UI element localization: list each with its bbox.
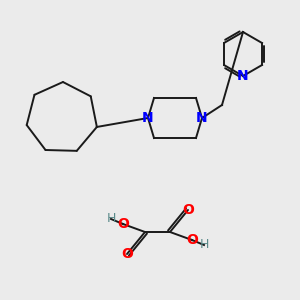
Text: H: H xyxy=(199,238,209,251)
Text: N: N xyxy=(142,111,154,125)
Text: O: O xyxy=(186,233,198,247)
Text: O: O xyxy=(121,247,133,261)
Text: N: N xyxy=(237,69,249,83)
Text: O: O xyxy=(182,203,194,217)
Text: N: N xyxy=(196,111,208,125)
Text: O: O xyxy=(117,217,129,231)
Text: H: H xyxy=(106,212,116,226)
